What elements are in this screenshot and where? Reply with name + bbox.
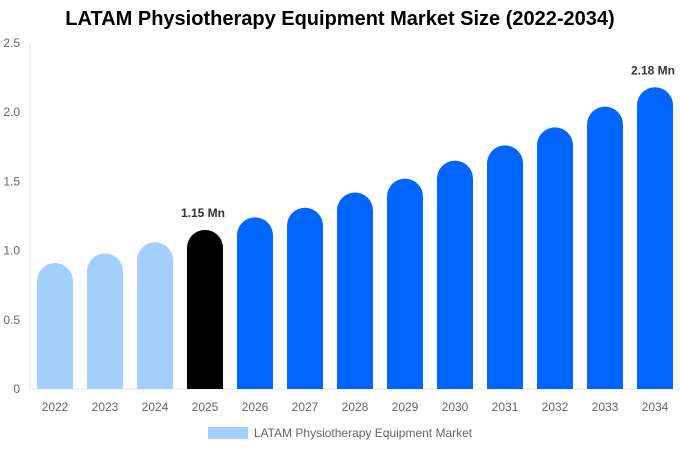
bar-2031: [487, 145, 523, 389]
x-tick-label: 2032: [542, 400, 569, 414]
x-tick-label: 2025: [192, 400, 219, 414]
x-tick-label: 2028: [342, 400, 369, 414]
bar-2033: [587, 106, 623, 389]
x-tick-label: 2034: [642, 400, 669, 414]
bar-2023: [87, 253, 123, 389]
data-label: 1.15 Mn: [181, 206, 225, 220]
x-tick-label: 2023: [92, 400, 119, 414]
x-tick-label: 2027: [292, 400, 319, 414]
legend-label: LATAM Physiotherapy Equipment Market: [253, 426, 473, 440]
y-tick-label: 1.5: [3, 174, 20, 188]
data-label: 2.18 Mn: [631, 63, 675, 77]
y-tick-label: 0.5: [3, 313, 20, 327]
x-tick-label: 2022: [42, 400, 69, 414]
x-tick-label: 2033: [592, 400, 619, 414]
legend-swatch: [207, 427, 248, 439]
bar-2026: [237, 217, 273, 389]
bar-2030: [437, 160, 473, 389]
y-tick-label: 2.0: [3, 105, 20, 119]
bar-2025: [187, 229, 223, 389]
x-tick-label: 2026: [242, 400, 269, 414]
bar-2028: [337, 192, 373, 389]
y-tick-label: 2.5: [3, 36, 20, 50]
x-tick-label: 2024: [142, 400, 169, 414]
bar-2024: [137, 242, 173, 389]
x-tick-label: 2029: [392, 400, 419, 414]
bar-2027: [287, 207, 323, 389]
bar-2032: [537, 127, 573, 389]
x-tick-label: 2031: [492, 400, 519, 414]
bar-2022: [37, 263, 73, 389]
legend: LATAM Physiotherapy Equipment Market: [0, 426, 680, 440]
chart-title: LATAM Physiotherapy Equipment Market Siz…: [65, 8, 615, 30]
x-tick-label: 2030: [442, 400, 469, 414]
y-tick-label: 0: [13, 382, 20, 396]
bar-2034: [637, 87, 673, 390]
bar-2029: [387, 178, 423, 389]
y-tick-label: 1.0: [3, 244, 20, 258]
